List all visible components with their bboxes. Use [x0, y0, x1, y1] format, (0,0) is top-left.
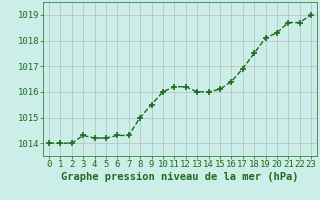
X-axis label: Graphe pression niveau de la mer (hPa): Graphe pression niveau de la mer (hPa)	[61, 172, 299, 182]
